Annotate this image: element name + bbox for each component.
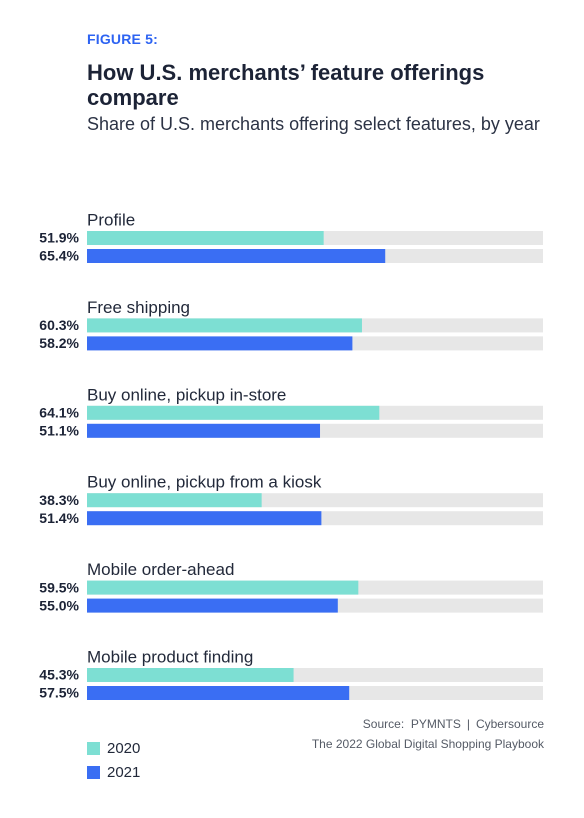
category-label: Free shipping [87, 298, 190, 317]
bar-2021-mobile-order-ahead [87, 598, 338, 613]
legend-item-2020: 2020 [87, 736, 140, 760]
bar-2020-buy-online-pickup-in-store [87, 405, 380, 420]
source-separator: | [466, 717, 470, 731]
legend: 2020 2021 [87, 736, 140, 784]
source-note: Source: PYMNTS | Cybersource The 2022 Glob… [312, 714, 544, 754]
value-label: 38.3% [39, 492, 79, 508]
bar-2021-buy-online-pickup-from-a-kiosk [87, 511, 322, 526]
bar-2021-buy-online-pickup-in-store [87, 423, 321, 438]
legend-swatch-2021 [87, 765, 100, 779]
figure-label: FIGURE 5: [87, 31, 159, 47]
bar-2020-free-shipping [87, 318, 362, 333]
category-label: Buy online, pickup from a kiosk [87, 473, 322, 492]
value-label: 45.3% [39, 667, 79, 683]
bar-group-free-shipping: Free shipping 60.3% 58.2% [39, 298, 543, 351]
legend-item-2021: 2021 [87, 760, 140, 784]
value-label: 60.3% [39, 317, 79, 333]
category-label: Buy online, pickup in-store [87, 385, 286, 404]
source-cybersource: Cybersource [475, 717, 544, 731]
bar-2020-buy-online-pickup-from-a-kiosk [87, 493, 262, 508]
legend-swatch-2020 [87, 741, 100, 755]
source-report: The 2022 Global Digital Shopping Playboo… [311, 737, 544, 751]
bar-2020-profile [87, 231, 324, 245]
value-label: 58.2% [39, 335, 79, 351]
source-pymnts: PYMNTS [410, 717, 461, 731]
value-label: 51.1% [39, 423, 79, 439]
bar-group-mobile-product-finding: Mobile product finding 45.3% 57.5% [39, 647, 543, 701]
bar-2021-mobile-product-finding [87, 686, 350, 700]
bar-2021-free-shipping [87, 336, 353, 351]
bar-group-buy-online-pickup-in-store: Buy online, pickup in-store 64.1% 51.1% [39, 385, 543, 439]
legend-label-2020: 2020 [107, 739, 141, 757]
bar-group-buy-online-pickup-from-a-kiosk: Buy online, pickup from a kiosk 38.3% 51.4… [39, 473, 543, 526]
category-label: Mobile product finding [87, 647, 253, 666]
chart-subtitle: Share of U.S. merchants offering select … [87, 114, 540, 134]
value-label: 65.4% [39, 248, 79, 264]
legend-label-2021: 2021 [107, 763, 141, 781]
value-label: 59.5% [39, 579, 79, 595]
category-label: Mobile order-ahead [87, 560, 234, 579]
bar-2021-profile [87, 249, 386, 263]
value-label: 64.1% [39, 405, 79, 421]
bar-2020-mobile-order-ahead [87, 580, 359, 595]
value-label: 51.9% [39, 230, 79, 246]
source-prefix: Source: [362, 717, 405, 731]
value-label: 57.5% [39, 685, 79, 701]
value-label: 55.0% [39, 597, 79, 613]
bar-2020-mobile-product-finding [87, 668, 294, 682]
category-label: Profile [87, 210, 135, 229]
value-label: 51.4% [39, 510, 79, 526]
chart-title: How U.S. merchants’ feature offerings co… [87, 60, 485, 110]
bar-group-mobile-order-ahead: Mobile order-ahead 59.5% 55.0% [39, 560, 543, 613]
source-line: Source: PYMNTS | Cybersource [312, 714, 544, 734]
bar-group-profile: Profile 51.9% 65.4% [39, 210, 543, 264]
